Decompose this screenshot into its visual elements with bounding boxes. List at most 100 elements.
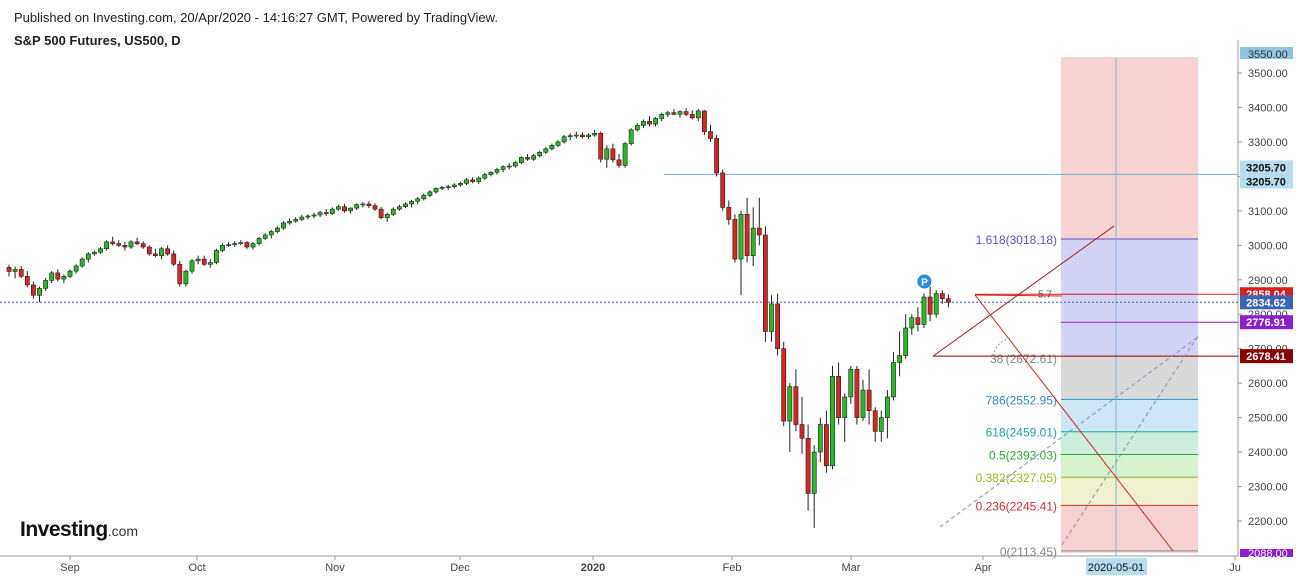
candle-body [506,165,512,168]
candle-body [427,191,433,196]
candle-body [128,241,134,248]
y-tick-label: 2600.00 [1248,378,1288,390]
candle-body [494,169,500,173]
candle-body [85,253,91,260]
candle-body [543,148,549,153]
candle-body [122,245,128,248]
candle-body [726,207,732,220]
candle-body [500,166,506,170]
candle-body [433,188,439,193]
candle-body [329,208,335,214]
x-tick-label: Nov [325,562,345,574]
fib-label-5: 0.236(2245.41) [976,499,1057,513]
trend-upper-line [932,225,1115,357]
candle-body [720,172,726,208]
pin-marker-icon [917,274,932,289]
candle-body [238,242,244,244]
trend-lower-line [974,294,1174,552]
candle-body [701,110,707,132]
bottom-partial-badge [1240,549,1293,557]
candle-body [24,276,30,286]
candle-body [30,284,36,296]
candle-body [689,114,695,119]
candle-body [195,258,201,262]
candle-body [598,133,604,160]
candle-body [683,111,689,115]
candle-body [55,272,61,280]
candle-body [756,227,762,236]
candle-body [421,195,427,200]
fib-zone-2 [1061,431,1198,455]
y-tick-label: 3300.00 [1248,137,1288,149]
y-tick-label: 3500.00 [1248,68,1288,80]
price-badge-bg [1240,349,1293,364]
candle-body [738,213,744,260]
fib-label-4: 0.382(2327.05) [976,471,1057,485]
candle-body [488,171,494,175]
y-tick-label: 2400.00 [1248,447,1288,459]
candle-body [671,112,677,115]
candle-body [884,396,890,418]
candle-body [732,219,738,260]
trend-top-line [974,294,1063,297]
price-badge-label: 3205.70 [1246,176,1286,188]
candle-body [708,131,713,139]
x-tick-label: Dec [450,562,470,574]
candle-body [653,118,658,125]
candle-body [98,248,103,253]
candle-body [146,246,152,255]
candle-body [171,253,177,265]
candle-body [811,451,817,494]
candle-body [220,245,225,251]
candle-body [793,386,799,425]
candle-body [482,174,488,179]
candle-body [403,203,408,208]
candle-body [531,155,536,160]
candle-body [695,110,701,119]
candle-body [518,157,524,163]
fib-arc [993,337,1011,363]
candle-body [226,244,231,246]
candle-body [153,253,158,256]
candle-body [915,317,921,325]
candle-body [512,162,518,167]
candle-body [366,203,372,206]
candle-body [250,243,256,248]
candle-body [134,241,140,244]
crosshair-date-badge [1086,558,1147,575]
candle-body [878,417,884,432]
candle-body [415,198,421,202]
candle-body [842,396,848,418]
candle-body [165,248,170,255]
candle-body [805,437,811,494]
candle-body [677,111,683,115]
price-badge-bg [1240,315,1293,330]
x-tick-label: Apr [974,562,991,574]
candle-body [762,234,768,332]
candle-body [891,362,896,398]
candle-body [640,120,646,126]
candle-body [714,138,719,174]
candle-body [573,134,579,137]
candle-body [799,424,805,439]
candle-body [214,250,219,263]
fib-zone-786 [1061,356,1198,400]
candle-body [311,214,317,217]
candle-body [79,258,85,267]
candle-body [866,389,872,412]
fib-partial-38: 38 [990,352,1004,366]
fib-label-3: 0.5(2393.03) [989,448,1057,462]
candle-body [6,267,12,272]
candle-body [628,129,634,144]
fib-zone-4 [1061,477,1198,506]
candle-body [92,251,97,255]
candle-body [354,204,360,209]
candle-body [445,186,451,189]
candle-body [372,205,378,210]
candle-body [579,134,585,138]
candle-body [67,270,73,277]
candle-body [787,386,793,422]
top-partial-label: 3550.00 [1248,49,1288,61]
candle-body [476,177,482,182]
